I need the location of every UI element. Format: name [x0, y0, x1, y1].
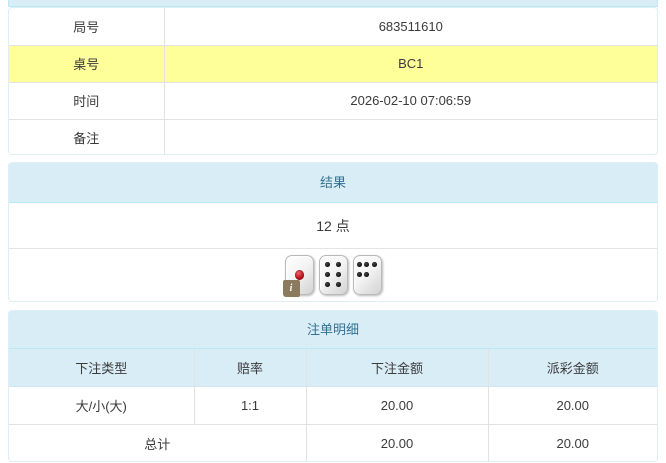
pip	[372, 262, 378, 267]
die-pips	[322, 260, 345, 290]
table-header-row: 下注类型 赔率 下注金额 派彩金额	[9, 349, 657, 387]
info-value-time: 2026-02-10 07:06:59	[163, 81, 657, 120]
cell-bet-amount: 20.00	[305, 385, 489, 425]
table-row: 备注	[9, 118, 657, 154]
column-header-odds: 赔率	[193, 349, 307, 387]
die-pips	[356, 260, 379, 290]
pip	[336, 282, 342, 287]
table-row: 大/小(大) 1:1 20.00 20.00	[9, 385, 657, 425]
pip	[364, 262, 370, 267]
table-row: 时间 2026-02-10 07:06:59	[9, 81, 657, 120]
table-total-row: 总计 20.00 20.00	[9, 423, 657, 461]
info-label-table-no: 桌号	[9, 44, 165, 83]
table-row: 局号 683511610	[9, 8, 657, 46]
cell-odds: 1:1	[193, 385, 307, 425]
result-card-header: 结果	[9, 163, 657, 203]
column-header-bet-type: 下注类型	[9, 349, 195, 387]
info-value-remark	[163, 118, 657, 154]
column-header-payout: 派彩金额	[487, 349, 657, 387]
cell-total-payout: 20.00	[487, 423, 657, 461]
pip	[356, 272, 362, 277]
pip	[324, 282, 330, 287]
cell-payout: 20.00	[487, 385, 657, 425]
bet-detail-header: 注单明细	[9, 311, 657, 349]
pip	[336, 272, 342, 277]
info-value-table-no: BC1	[163, 44, 657, 83]
pip	[364, 272, 370, 277]
round-info-card: 局号 683511610 桌号 BC1 时间 2026-02-10 07:06:…	[8, 7, 658, 155]
cell-bet-type: 大/小(大)	[9, 385, 195, 425]
pip	[324, 262, 330, 267]
result-points: 12 点	[9, 203, 657, 249]
round-info-table: 局号 683511610 桌号 BC1 时间 2026-02-10 07:06:…	[9, 8, 657, 154]
info-label-round-no: 局号	[9, 8, 165, 46]
cell-total-bet-amount: 20.00	[305, 423, 489, 461]
info-label-remark: 备注	[9, 118, 165, 154]
column-header-bet-amount: 下注金额	[305, 349, 489, 387]
pip	[336, 262, 342, 267]
info-label-time: 时间	[9, 81, 165, 120]
result-dice-row: i	[9, 249, 657, 300]
pip	[294, 269, 304, 280]
die-3	[351, 253, 384, 297]
bet-detail-card: 注单明细 下注类型 赔率 下注金额 派彩金额 大/小(大) 1:1 20.00 …	[8, 310, 658, 462]
info-badge-icon[interactable]: i	[282, 279, 300, 297]
die-2	[317, 253, 350, 297]
cell-total-label: 总计	[9, 423, 307, 461]
bet-detail-table: 下注类型 赔率 下注金额 派彩金额 大/小(大) 1:1 20.00 20.00…	[9, 349, 657, 461]
die-face-icon	[318, 254, 348, 295]
previous-panel-sliver	[8, 0, 658, 7]
result-card: 结果 12 点 i	[8, 162, 658, 302]
die-pips	[288, 260, 311, 290]
pip	[356, 262, 362, 267]
pip	[324, 272, 330, 277]
die-face-icon	[352, 254, 382, 295]
table-row: 桌号 BC1	[9, 44, 657, 83]
die-1: i	[282, 253, 316, 297]
info-value-round-no: 683511610	[163, 8, 657, 46]
